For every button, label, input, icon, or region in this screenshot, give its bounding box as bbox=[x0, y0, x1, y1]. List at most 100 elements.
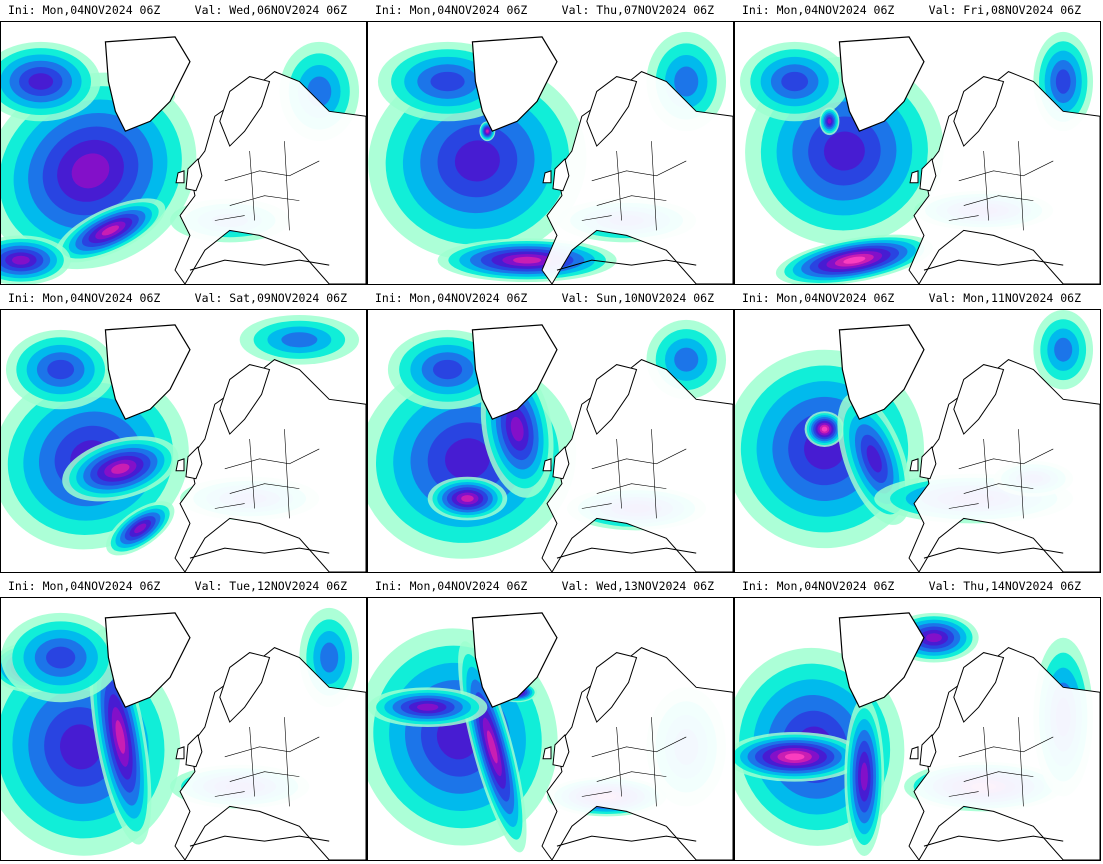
precipitation-field bbox=[368, 319, 733, 572]
scandinavia-coastline bbox=[586, 364, 638, 435]
precip-contour bbox=[115, 720, 126, 754]
valid-time-label: Val: Tue,12NOV2024 06Z bbox=[194, 579, 347, 593]
init-time-label: Ini: Mon,04NOV2024 06Z bbox=[742, 291, 895, 305]
greenland-coastline bbox=[104, 36, 191, 132]
country-borders bbox=[214, 429, 320, 519]
panel-header: Ini: Mon,04NOV2024 06Z Val: Sat,09NOV202… bbox=[0, 288, 367, 309]
british-isles-coastline bbox=[909, 445, 937, 480]
valid-time-label: Val: Thu,07NOV2024 06Z bbox=[561, 3, 714, 17]
europe-coastline bbox=[174, 359, 366, 572]
precipitation-map bbox=[734, 21, 1101, 285]
scandinavia-coastline bbox=[219, 76, 271, 147]
north-africa-coastline bbox=[923, 835, 1064, 847]
precipitation-contours bbox=[368, 31, 727, 283]
panel-header: Ini: Mon,04NOV2024 06Z Val: Tue,12NOV202… bbox=[0, 576, 367, 597]
precip-contour bbox=[827, 118, 832, 124]
north-africa-coastline bbox=[189, 259, 330, 271]
precipitation-map bbox=[367, 597, 734, 861]
precipitation-field bbox=[735, 612, 1100, 860]
precipitation-map bbox=[0, 597, 367, 861]
forecast-panel-4: Ini: Mon,04NOV2024 06Z Val: Sat,09NOV202… bbox=[0, 288, 367, 576]
panel-header: Ini: Mon,04NOV2024 06Z Val: Wed,06NOV202… bbox=[0, 0, 367, 21]
init-time-label: Ini: Mon,04NOV2024 06Z bbox=[375, 3, 528, 17]
valid-time-label: Val: Mon,11NOV2024 06Z bbox=[928, 291, 1081, 305]
precipitation-field bbox=[1, 314, 366, 572]
forecast-panel-8: Ini: Mon,04NOV2024 06Z Val: Wed,13NOV202… bbox=[367, 576, 734, 864]
precipitation-contours bbox=[739, 31, 1094, 284]
precip-contour bbox=[320, 642, 339, 673]
scandinavia-coastline bbox=[953, 364, 1005, 435]
scandinavia-coastline bbox=[219, 364, 271, 435]
british-isles-coastline bbox=[542, 445, 570, 480]
init-time-label: Ini: Mon,04NOV2024 06Z bbox=[8, 291, 161, 305]
panel-header: Ini: Mon,04NOV2024 06Z Val: Fri,08NOV202… bbox=[734, 0, 1101, 21]
precip-contour bbox=[454, 140, 500, 182]
country-borders bbox=[948, 429, 1054, 519]
init-time-label: Ini: Mon,04NOV2024 06Z bbox=[742, 3, 895, 17]
greenland-coastline bbox=[471, 612, 558, 708]
british-isles-coastline bbox=[175, 733, 203, 768]
british-isles-coastline bbox=[909, 733, 937, 768]
precipitation-contours bbox=[1, 41, 360, 284]
british-isles-coastline bbox=[175, 445, 203, 480]
greenland-coastline bbox=[471, 36, 558, 132]
precip-contour bbox=[925, 633, 942, 643]
scandinavia-coastline bbox=[586, 652, 638, 723]
scandinavia-coastline bbox=[953, 652, 1005, 723]
scandinavia-coastline bbox=[953, 76, 1005, 147]
country-borders bbox=[948, 717, 1054, 807]
europe-coastline bbox=[541, 647, 733, 860]
precip-contour bbox=[134, 523, 147, 534]
precip-contour bbox=[1055, 69, 1071, 94]
precip-contour bbox=[513, 256, 542, 264]
precip-contour bbox=[784, 753, 805, 761]
valid-time-label: Val: Wed,06NOV2024 06Z bbox=[194, 3, 347, 17]
greenland-coastline bbox=[838, 324, 925, 420]
precip-contour bbox=[432, 359, 463, 380]
precipitation-map bbox=[734, 309, 1101, 573]
valid-time-label: Val: Sun,10NOV2024 06Z bbox=[561, 291, 714, 305]
scandinavia-coastline bbox=[219, 652, 271, 723]
country-borders bbox=[581, 429, 687, 519]
init-time-label: Ini: Mon,04NOV2024 06Z bbox=[375, 291, 528, 305]
british-isles-coastline bbox=[542, 157, 570, 192]
precipitation-contours bbox=[1, 607, 360, 856]
precipitation-map bbox=[367, 309, 734, 573]
precipitation-field bbox=[1, 607, 366, 860]
forecast-panel-5: Ini: Mon,04NOV2024 06Z Val: Sun,10NOV202… bbox=[367, 288, 734, 576]
greenland-coastline bbox=[104, 324, 191, 420]
precipitation-field bbox=[735, 310, 1100, 572]
british-isles-coastline bbox=[909, 157, 937, 192]
precip-contour bbox=[821, 426, 828, 432]
panel-header: Ini: Mon,04NOV2024 06Z Val: Wed,13NOV202… bbox=[367, 576, 734, 597]
precip-contour bbox=[843, 256, 866, 264]
panel-header: Ini: Mon,04NOV2024 06Z Val: Mon,11NOV202… bbox=[734, 288, 1101, 309]
north-africa-coastline bbox=[556, 547, 697, 559]
north-africa-coastline bbox=[556, 835, 697, 847]
precip-contour bbox=[430, 71, 465, 92]
precip-contour bbox=[60, 724, 102, 770]
precip-contour bbox=[461, 495, 474, 502]
europe-coastline bbox=[908, 359, 1100, 572]
precip-contour bbox=[445, 438, 490, 480]
precip-contour bbox=[281, 332, 318, 348]
greenland-coastline bbox=[471, 324, 558, 420]
precip-contour bbox=[486, 129, 489, 133]
init-time-label: Ini: Mon,04NOV2024 06Z bbox=[742, 579, 895, 593]
panel-header: Ini: Mon,04NOV2024 06Z Val: Sun,10NOV202… bbox=[367, 288, 734, 309]
init-time-label: Ini: Mon,04NOV2024 06Z bbox=[8, 3, 161, 17]
forecast-panel-2: Ini: Mon,04NOV2024 06Z Val: Thu,07NOV202… bbox=[367, 0, 734, 288]
precipitation-map bbox=[367, 21, 734, 285]
precip-contour bbox=[781, 71, 809, 92]
precip-contour bbox=[510, 416, 524, 442]
north-africa-coastline bbox=[556, 259, 697, 271]
precip-contour bbox=[417, 703, 439, 711]
valid-time-label: Val: Sat,09NOV2024 06Z bbox=[194, 291, 347, 305]
country-borders bbox=[581, 717, 687, 807]
precipitation-field bbox=[368, 612, 733, 860]
precip-contour bbox=[674, 66, 699, 97]
init-time-label: Ini: Mon,04NOV2024 06Z bbox=[8, 579, 161, 593]
precip-contour bbox=[1054, 337, 1073, 362]
forecast-panel-7: Ini: Mon,04NOV2024 06Z Val: Tue,12NOV202… bbox=[0, 576, 367, 864]
